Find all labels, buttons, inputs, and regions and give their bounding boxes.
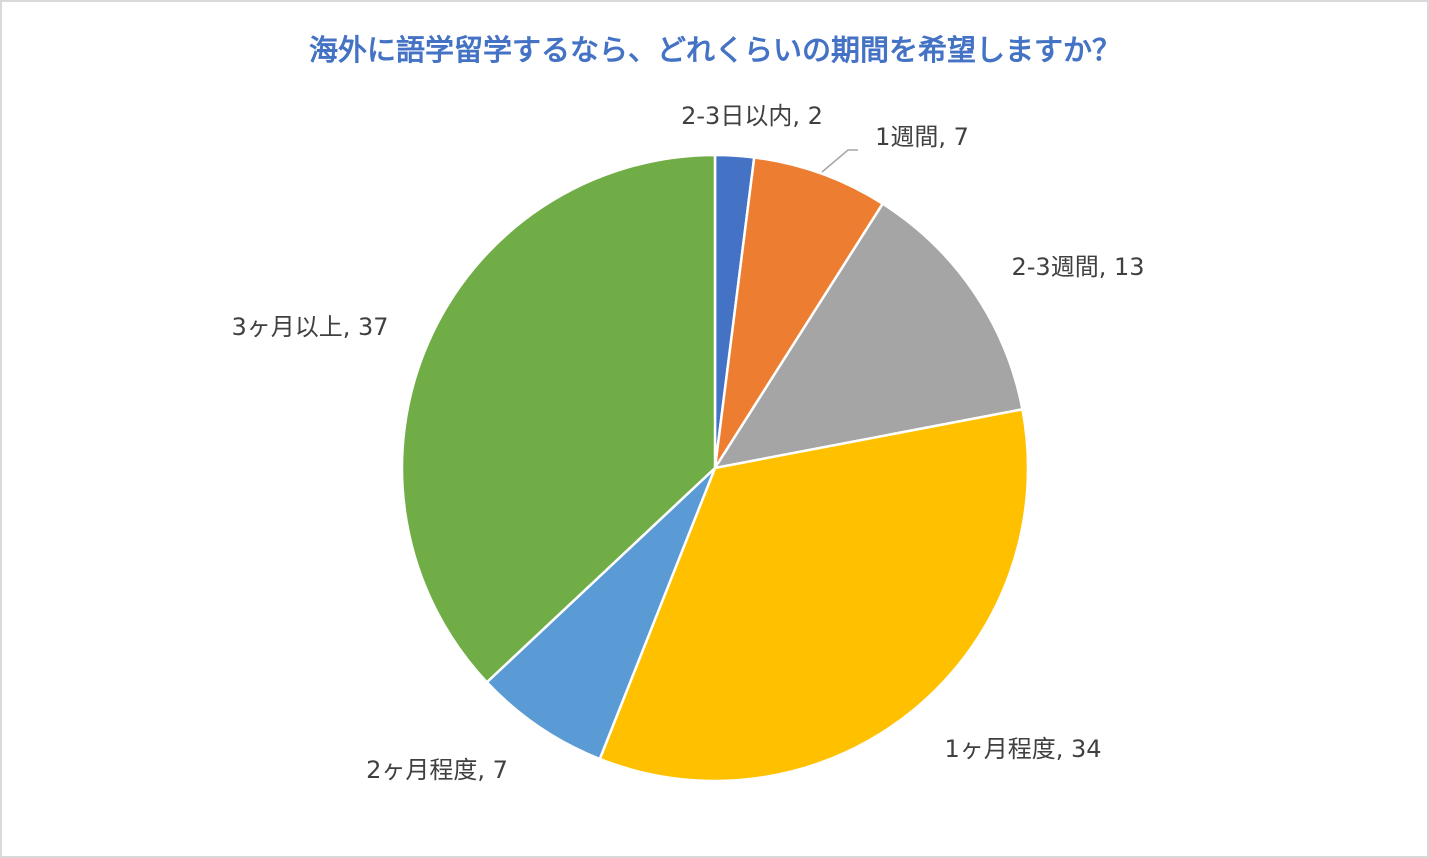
leader-line (821, 149, 858, 173)
data-label: 2-3日以内, 2 (681, 102, 823, 130)
data-label: 2ヶ月程度, 7 (366, 756, 508, 784)
pie-slice (598, 407, 1030, 783)
pie-slice (485, 467, 717, 761)
data-label: 2-3週間, 13 (1012, 253, 1145, 281)
pie-slice (712, 201, 1024, 470)
chart-title: 海外に語学留学するなら、どれくらいの期間を希望しますか？ (309, 33, 1121, 67)
data-label: 1週間, 7 (875, 123, 969, 151)
data-label: 3ヶ月以上, 37 (231, 313, 388, 341)
data-label: 1ヶ月程度, 34 (944, 735, 1101, 763)
pie-slice (400, 153, 717, 685)
pie-slice (713, 156, 885, 469)
